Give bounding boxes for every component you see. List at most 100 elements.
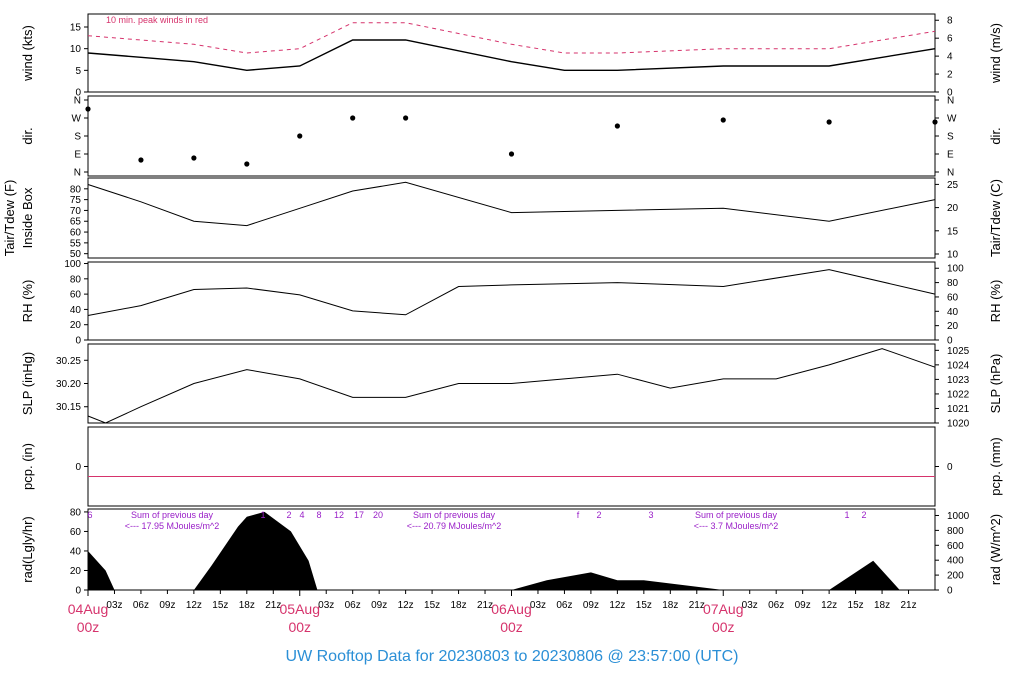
x-minor-tick-label: 15z (848, 600, 864, 611)
y-tick-label-right: 0 (947, 586, 953, 597)
y-axis-label-right: SLP (hPa) (988, 354, 1003, 414)
y-tick-label: 70 (70, 206, 82, 217)
y-tick-label: 80 (70, 507, 82, 518)
panel-annotation: 10 min. peak winds in red (106, 15, 208, 25)
y-tick-label: 50 (70, 249, 82, 260)
x-minor-tick-label: 21z (477, 600, 493, 611)
y-tick-label: 80 (70, 274, 82, 285)
y-tick-label: 20 (70, 320, 82, 331)
x-minor-tick-label: 18z (239, 600, 255, 611)
y-tick-label-right: N (947, 168, 954, 179)
x-minor-tick-label: 21z (900, 600, 916, 611)
y-tick-label: 60 (70, 290, 82, 301)
y-tick-label-right: 0 (947, 462, 953, 473)
hour-label: 8 (316, 510, 321, 520)
series-line (87, 39, 936, 72)
direction-point (508, 151, 515, 157)
y-tick-label-right: 6 (947, 34, 953, 45)
y-axis-label-line2: Inside Box (20, 187, 35, 248)
y-tick-label: N (74, 96, 81, 107)
hour-label: 12 (334, 510, 344, 520)
y-axis-label: pcp. (in) (20, 443, 35, 490)
y-tick-label-right: W (947, 114, 957, 125)
hour-label: 4 (299, 510, 304, 520)
direction-point (138, 157, 144, 163)
panel-frame (87, 95, 936, 177)
x-major-hour-label: 00z (712, 619, 735, 635)
direction-point (244, 161, 250, 167)
x-minor-tick-label: 12z (821, 600, 837, 611)
direction-point (614, 123, 620, 129)
daily-sum-value: <--- 17.95 MJoules/m^2 (125, 521, 220, 531)
hour-label: 1 (260, 510, 265, 520)
y-axis-label-right: pcp. (mm) (988, 437, 1003, 496)
y-tick-label: 0 (75, 462, 81, 473)
y-tick-label-right: 4 (947, 52, 953, 63)
direction-point (85, 106, 91, 112)
y-tick-label: 0 (75, 88, 81, 99)
x-minor-tick-label: 06z (556, 600, 572, 611)
chart-title: UW Rooftop Data for 20230803 to 20230806… (285, 648, 739, 665)
x-minor-tick-label: 18z (451, 600, 467, 611)
daily-sum-value: <--- 20.79 MJoules/m^2 (407, 521, 502, 531)
y-tick-label-right: 0 (947, 88, 953, 99)
series-line (87, 181, 936, 227)
y-axis-label: rad(Lgly/hr) (20, 516, 35, 582)
y-tick-label: 60 (70, 228, 82, 239)
hour-label: 6 (87, 510, 92, 520)
y-tick-label: 20 (70, 566, 82, 577)
hour-label: 2 (861, 510, 866, 520)
panel-frame (87, 177, 936, 259)
x-minor-tick-label: 12z (398, 600, 414, 611)
y-tick-label-right: 1000 (947, 511, 970, 522)
y-tick-label-right: 800 (947, 526, 964, 537)
y-axis-label: dir. (20, 127, 35, 144)
x-minor-tick-label: 03z (742, 600, 758, 611)
y-tick-label-right: 200 (947, 571, 964, 582)
direction-point (932, 119, 938, 125)
panel-frame (87, 261, 936, 341)
y-tick-label: 30.25 (56, 356, 81, 367)
hour-label: f (577, 510, 580, 520)
y-tick-label: 80 (70, 184, 82, 195)
hour-label: 3 (648, 510, 653, 520)
x-minor-tick-label: 12z (186, 600, 202, 611)
panel-frame (87, 13, 936, 93)
y-tick-label: 15 (70, 23, 82, 34)
y-tick-label-right: 1023 (947, 375, 970, 386)
direction-point (720, 117, 726, 123)
y-tick-label-right: 60 (947, 292, 959, 303)
y-axis-label: RH (%) (20, 280, 35, 323)
y-tick-label-right: 20 (947, 203, 959, 214)
x-major-date-label: 05Aug (280, 601, 320, 617)
y-tick-label: 55 (70, 238, 82, 249)
y-tick-label-right: 10 (947, 250, 959, 261)
y-axis-label: wind (kts) (20, 25, 35, 82)
y-tick-label-right: N (947, 96, 954, 107)
y-tick-label: 0 (75, 586, 81, 597)
radiation-area (88, 511, 900, 590)
y-axis-label-right: wind (m/s) (988, 23, 1003, 84)
y-tick-label-right: 1021 (947, 404, 970, 415)
x-major-date-label: 07Aug (703, 601, 743, 617)
y-tick-label-right: 25 (947, 180, 959, 191)
y-tick-label-right: 40 (947, 307, 959, 318)
y-tick-label: 40 (70, 546, 82, 557)
x-minor-tick-label: 03z (106, 600, 122, 611)
y-tick-label: 0 (75, 336, 81, 347)
y-tick-label: 75 (70, 195, 82, 206)
x-minor-tick-label: 18z (662, 600, 678, 611)
y-axis-label: SLP (inHg) (20, 352, 35, 415)
y-tick-label-right: 1022 (947, 389, 970, 400)
daily-sum-value: <--- 3.7 MJoules/m^2 (694, 521, 779, 531)
x-minor-tick-label: 21z (265, 600, 281, 611)
x-minor-tick-label: 15z (212, 600, 228, 611)
series-line (87, 269, 936, 316)
x-minor-tick-label: 15z (424, 600, 440, 611)
y-tick-label: 40 (70, 305, 82, 316)
y-axis-label-right: Tair/Tdew (C) (988, 179, 1003, 257)
x-major-hour-label: 00z (500, 619, 523, 635)
y-tick-label-right: 20 (947, 321, 959, 332)
daily-sum-label: Sum of previous day (695, 510, 778, 520)
